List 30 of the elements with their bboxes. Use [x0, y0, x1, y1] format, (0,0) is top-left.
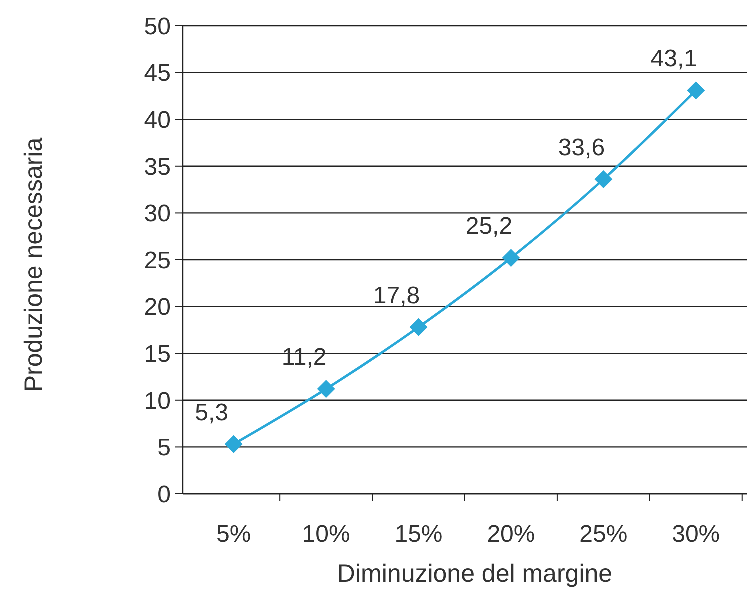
point [317, 380, 336, 398]
data-label: 33,6 [558, 134, 606, 162]
x-axis-title: Diminuzione del margine [337, 560, 613, 588]
x-tick-label: 30% [672, 521, 720, 548]
point [687, 82, 706, 100]
y-tick-label: 25 [144, 247, 171, 274]
y-tick-label: 5 [158, 434, 171, 462]
y-tick-label: 50 [144, 13, 171, 40]
y-tick-label: 45 [144, 60, 171, 88]
data-label: 17,8 [373, 282, 420, 310]
y-tick-label: 30 [144, 200, 171, 228]
point [410, 318, 428, 336]
y-tick-label: 10 [144, 388, 171, 415]
y-tick-label: 15 [144, 341, 171, 368]
y-tick-label: 35 [144, 154, 171, 181]
point [594, 170, 613, 189]
y-axis-title: Produzione necessaria [20, 138, 48, 392]
x-tick-label: 20% [487, 521, 536, 548]
y-tick-label: 40 [144, 107, 171, 134]
data-label: 43,1 [650, 46, 698, 73]
x-tick-label: 5% [216, 521, 252, 548]
y-tick-label: 0 [158, 481, 171, 508]
point [224, 435, 243, 454]
x-tick-label: 10% [302, 521, 350, 548]
data-label: 5,3 [195, 399, 229, 426]
x-tick-label: 15% [394, 521, 443, 548]
x-tick-label: 25% [580, 521, 628, 548]
point [502, 249, 520, 268]
data-label: 25,2 [466, 213, 513, 240]
y-tick-label: 20 [144, 294, 171, 322]
